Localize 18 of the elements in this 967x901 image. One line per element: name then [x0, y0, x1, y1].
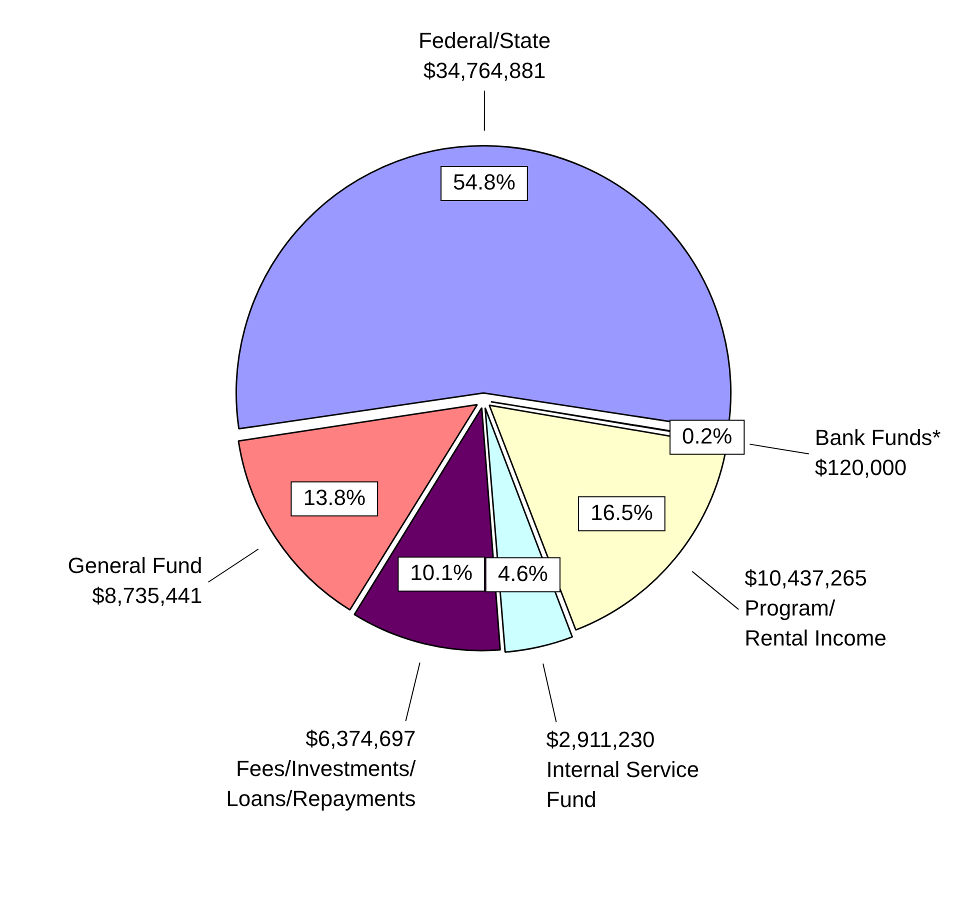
data-label: $6,374,697: [306, 726, 416, 752]
text: 13.8%: [303, 484, 366, 510]
text: 10.1%: [410, 560, 473, 586]
slice-label: Federal/State: [418, 28, 551, 53]
slice-label: General Fund: [68, 553, 202, 578]
slice-label: Bank Funds*: [814, 424, 942, 450]
text: 0.2%: [682, 423, 732, 448]
data-label: $10,437,265: [744, 566, 867, 591]
text: 54.8%: [453, 170, 516, 195]
text: 4.6%: [498, 560, 548, 586]
data-label: $120,000: [814, 454, 907, 480]
data-label: $34,764,881: [423, 58, 546, 83]
slice-label: Fees/Investments/Loans/Repayments: [226, 756, 417, 812]
data-label: $2,911,230: [546, 727, 655, 752]
text: 16.5%: [590, 500, 653, 525]
slice-label: Internal Service Fund: [546, 757, 700, 812]
data-label: $8,735,441: [92, 583, 202, 608]
slice-label: Program/Rental Income: [744, 596, 886, 651]
